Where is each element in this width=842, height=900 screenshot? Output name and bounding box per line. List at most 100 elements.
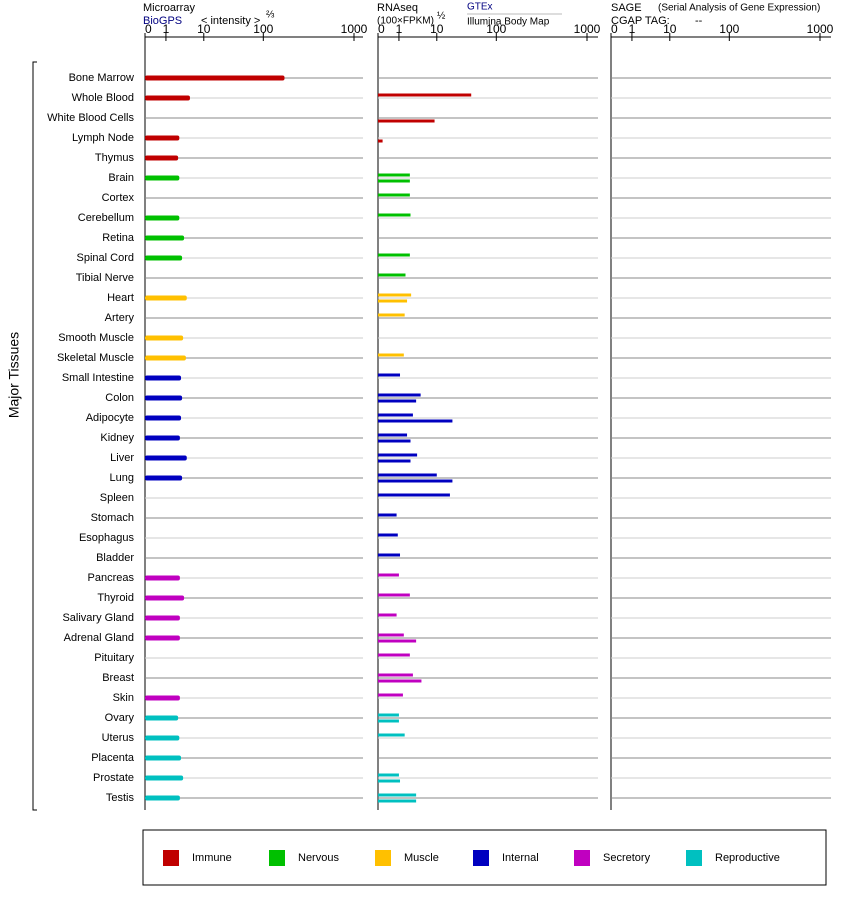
legend-swatch <box>375 850 391 866</box>
bar <box>378 719 399 723</box>
bar <box>145 95 190 101</box>
bar <box>378 399 417 403</box>
bar <box>145 75 285 81</box>
bar <box>145 155 179 161</box>
legend-swatch <box>473 850 489 866</box>
x-label: (100×FPKM) <box>377 16 434 27</box>
tissue-label: Esophagus <box>79 532 135 544</box>
x-tick-label: 100 <box>253 22 273 36</box>
tissue-label: Breast <box>102 672 134 684</box>
tissue-label: Tibial Nerve <box>76 272 134 284</box>
legend-label: Secretory <box>603 852 651 864</box>
tissue-label: Cortex <box>102 192 135 204</box>
bar <box>378 793 417 797</box>
bar <box>378 779 401 783</box>
x-tick-label: 0 <box>611 22 618 36</box>
tissue-label: Prostate <box>93 772 134 784</box>
bar <box>378 253 410 257</box>
tissue-label: Adipocyte <box>86 412 134 424</box>
tissue-label: Testis <box>106 792 135 804</box>
tag: -- <box>695 15 703 27</box>
x-label-power: ⅔ <box>266 10 275 21</box>
bar <box>378 679 422 683</box>
x-label: < intensity > <box>201 15 260 27</box>
x-tick-label: 1000 <box>807 22 834 36</box>
panel-title: RNAseq <box>377 2 418 14</box>
bar <box>145 695 180 701</box>
bar <box>378 393 421 397</box>
bar <box>378 179 410 183</box>
bar <box>145 335 184 341</box>
bar <box>145 135 180 141</box>
bar <box>378 373 401 377</box>
tissue-label: Adrenal Gland <box>64 632 134 644</box>
legend-swatch <box>686 850 702 866</box>
bar <box>378 413 413 417</box>
bar <box>145 795 180 801</box>
bar <box>145 435 180 441</box>
bar <box>145 355 186 361</box>
subtitle: (Serial Analysis of Gene Expression) <box>658 3 820 14</box>
tissue-label: Heart <box>107 292 134 304</box>
tissue-label: Cerebellum <box>78 212 134 224</box>
x-tick-label: 1 <box>163 22 170 36</box>
legend-swatch <box>163 850 179 866</box>
bar <box>145 575 180 581</box>
bar <box>145 415 182 421</box>
legend-label: Reproductive <box>715 852 780 864</box>
x-tick-label: 100 <box>719 22 739 36</box>
bar <box>145 715 179 721</box>
bar <box>378 119 435 123</box>
bar <box>378 653 410 657</box>
tissue-label: Lymph Node <box>72 132 134 144</box>
bar <box>378 733 405 737</box>
bar <box>145 255 183 261</box>
tissue-label: Stomach <box>91 512 134 524</box>
panel-title: Microarray <box>143 2 195 14</box>
x-tick-label: 0 <box>378 22 385 36</box>
bar <box>145 375 182 381</box>
tissue-label: Pituitary <box>94 652 134 664</box>
bar <box>145 215 180 221</box>
tissue-label: Colon <box>105 392 134 404</box>
bar <box>378 173 410 177</box>
tissue-label: Smooth Muscle <box>58 332 134 344</box>
bar <box>378 433 408 437</box>
series-name: Illumina Body Map <box>467 17 550 28</box>
bracket <box>32 61 37 811</box>
bar <box>145 775 184 781</box>
bar <box>378 313 405 317</box>
bar <box>378 673 413 677</box>
legend-label: Internal <box>502 852 539 864</box>
x-tick-label: 1 <box>629 22 636 36</box>
bar <box>145 395 183 401</box>
tissue-label: Placenta <box>91 752 135 764</box>
bar <box>145 635 180 641</box>
bar <box>378 553 401 557</box>
x-label-power: ½ <box>437 11 446 22</box>
source: BioGPS <box>143 15 182 27</box>
bar <box>378 533 398 537</box>
x-tick-label: 0 <box>145 22 152 36</box>
tag-label: CGAP TAG: <box>611 15 670 27</box>
legend-label: Muscle <box>404 852 439 864</box>
bar <box>378 353 404 357</box>
tissue-label: Ovary <box>105 712 135 724</box>
tissue-label: Lung <box>110 472 134 484</box>
tissue-label: Thymus <box>95 152 135 164</box>
tissue-label: Whole Blood <box>72 92 134 104</box>
legend-label: Immune <box>192 852 232 864</box>
bar <box>378 439 411 443</box>
x-tick-label: 1000 <box>341 22 368 36</box>
series-name: GTEx <box>467 2 493 13</box>
bar <box>378 213 411 217</box>
tissue-label: Small Intestine <box>62 372 134 384</box>
legend-swatch <box>269 850 285 866</box>
tissue-label: Thyroid <box>97 592 134 604</box>
bar <box>145 735 180 741</box>
panel-title: SAGE <box>611 2 642 14</box>
bar <box>378 293 412 297</box>
tissue-label: Skin <box>113 692 134 704</box>
legend-swatch <box>574 850 590 866</box>
